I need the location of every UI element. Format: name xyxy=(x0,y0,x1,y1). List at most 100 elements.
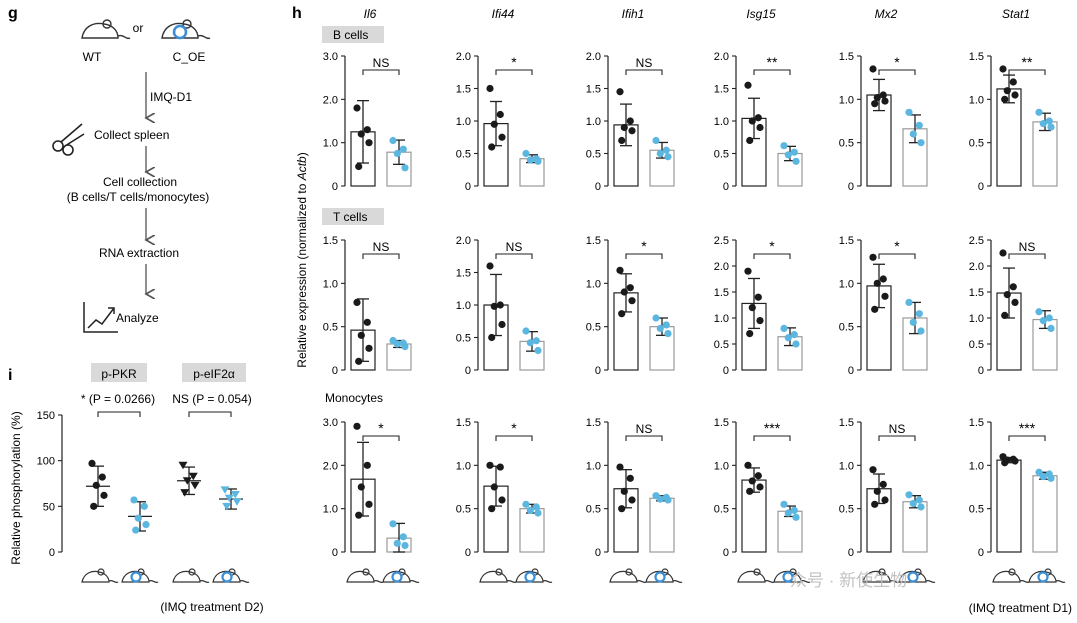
axis-wt-mouse-icon-4 xyxy=(862,568,900,584)
or-label: or xyxy=(133,21,144,35)
chart-b-cells-ifi44-sig-bracket xyxy=(495,69,533,75)
chart-t-cells-isg15-sig-label: * xyxy=(769,238,775,254)
gene-header-isg15: Isg15 xyxy=(746,7,776,21)
chart-t-cells-stat1-coe-point xyxy=(1047,324,1055,332)
chart-t-cells-isg15-coe-point xyxy=(784,334,792,342)
scissors-icon xyxy=(52,123,85,156)
chart-b-cells-il6-coe-point xyxy=(393,149,401,158)
chart-t-cells-ifi44-ytick-label: 0.5 xyxy=(456,333,471,345)
chart-t-cells-il6-coe-point xyxy=(393,340,401,348)
panel-i-coe-mouse-icon-0-body xyxy=(121,570,150,583)
chart-t-cells-isg15-ytick-label: 2.0 xyxy=(714,261,729,273)
chart-t-cells-ifih1: 0 0.5 1.0 1.5 * xyxy=(586,235,675,377)
chart-t-cells-stat1-wt-point xyxy=(999,249,1007,257)
panel-i-group-0-wt-point xyxy=(92,481,100,489)
chart-t-cells-ifi44-sig-bracket xyxy=(495,253,533,259)
chart-b-cells-ifih1-sig-bracket xyxy=(625,69,663,75)
chart-b-cells-isg15-wt-point xyxy=(748,117,756,125)
axis-coe-mouse-icon-5-tail xyxy=(1055,579,1066,584)
panel-h-footer: (IMQ treatment D1) xyxy=(969,601,1072,615)
chart-b-cells-isg15-coe-point xyxy=(780,142,788,150)
chart-b-cells-mx2-coe-point xyxy=(905,108,913,116)
chart-t-cells-isg15-ytick-label: 1.0 xyxy=(714,313,729,325)
chart-b-cells-mx2-ytick-label: 0.5 xyxy=(839,138,854,150)
chart-t-cells-mx2-ytick-label: 0 xyxy=(848,365,854,377)
chart-monocytes-il6-coe-point xyxy=(393,539,401,547)
chart-t-cells-ifih1-coe-point xyxy=(662,321,670,329)
chart-monocytes-il6-sig-bracket xyxy=(362,435,400,441)
axis-coe-mouse-icon-3-body xyxy=(773,570,802,583)
chart-monocytes-isg15-ytick-label: 1.0 xyxy=(714,460,729,472)
panel-i-group-1-label-bg xyxy=(182,363,246,382)
panel-i-wt-mouse-icon-1 xyxy=(172,568,210,584)
panel-i-group-0-coe-point xyxy=(132,526,140,534)
panel-i-ytick-label: 50 xyxy=(43,501,55,513)
panel-i-group-0-label: p-PKR xyxy=(101,367,137,381)
chart-monocytes-ifih1-ytick-label: 1.0 xyxy=(586,460,601,472)
gene-header-stat1: Stat1 xyxy=(1002,7,1030,21)
axis-wt-mouse-icon-2-tail xyxy=(636,579,647,584)
chart-monocytes-mx2-wt-point xyxy=(869,466,877,474)
chart-t-cells-ifi44-coe-point xyxy=(534,346,542,355)
chart-b-cells-stat1-sig-bracket xyxy=(1008,69,1046,75)
chart-t-cells-isg15-wt-point xyxy=(746,330,754,338)
analyze-chart-icon xyxy=(83,302,118,333)
chart-monocytes-il6-ytick-label: 1.0 xyxy=(323,504,338,516)
axis-wt-mouse-icon-4-body xyxy=(862,570,891,583)
chart-monocytes-il6-wt-point xyxy=(363,461,371,469)
panel-i-group-0-coe-point xyxy=(142,521,150,529)
chart-monocytes-il6-wt-point xyxy=(355,511,363,519)
chart-monocytes-ifi44-wt-point xyxy=(496,463,504,471)
chart-monocytes-mx2-coe-point xyxy=(905,491,913,499)
chart-monocytes-stat1-wt-point xyxy=(1001,459,1009,467)
chart-monocytes-mx2-coe-bar xyxy=(902,501,928,553)
chart-monocytes-isg15-coe-point xyxy=(790,506,798,514)
chart-b-cells-mx2: 0 0.5 1.0 1.5 * xyxy=(839,51,928,193)
chart-t-cells-ifi44-ytick-label: 1.0 xyxy=(456,300,471,312)
chart-monocytes-isg15-ytick-label: 1.5 xyxy=(714,417,729,429)
chart-monocytes-il6-coe-point xyxy=(401,541,409,550)
chart-b-cells-isg15-wt-point xyxy=(744,81,752,89)
axis-wt-mouse-icon-3-tail xyxy=(764,579,775,584)
chart-b-cells-ifi44-ytick-label: 2.0 xyxy=(456,51,471,63)
chart-b-cells-mx2-wt-point xyxy=(871,100,879,108)
chart-t-cells-stat1-wt-point xyxy=(1011,298,1019,306)
panel-i-group-0-stat: * (P = 0.0266) xyxy=(81,392,155,406)
chart-t-cells-mx2: 0 0.5 1.0 1.5 * xyxy=(839,235,928,377)
chart-b-cells-stat1-coe-point xyxy=(1035,108,1043,116)
chart-monocytes-ifih1-coe-point xyxy=(664,496,672,504)
chart-t-cells-mx2-coe-point xyxy=(915,310,923,318)
chart-monocytes-mx2-ytick-label: 0 xyxy=(848,547,854,559)
chart-b-cells-ifi44-ytick-label: 0.5 xyxy=(456,149,471,161)
axis-wt-mouse-icon-0-body xyxy=(346,570,375,583)
chart-monocytes-ifih1-coe-point xyxy=(656,495,664,503)
chart-t-cells-stat1-coe-point xyxy=(1035,308,1043,316)
chart-monocytes-stat1-coe-point xyxy=(1047,474,1055,482)
chart-b-cells-il6-ytick-label: 3.0 xyxy=(323,51,338,63)
chart-b-cells-isg15-sig-bracket xyxy=(753,69,791,75)
chart-b-cells-il6-coe-point xyxy=(401,164,409,172)
step-cell-types: (B cells/T cells/monocytes) xyxy=(67,190,209,204)
chart-t-cells-stat1-ytick-label: 0 xyxy=(978,365,984,377)
chart-monocytes-ifih1-coe-bar xyxy=(649,497,675,553)
chart-monocytes-ifi44-coe-point xyxy=(522,500,530,508)
chart-monocytes-ifi44-ytick-label: 1.5 xyxy=(456,417,471,429)
chart-monocytes-isg15: 0 0.5 1.0 1.5 *** xyxy=(714,417,803,559)
axis-coe-mouse-icon-2-ring xyxy=(654,571,666,583)
chart-b-cells-ifih1-wt-point xyxy=(618,136,626,145)
chart-b-cells-ifih1-coe-point xyxy=(662,146,670,154)
step-rna-extraction: RNA extraction xyxy=(99,246,179,260)
axis-coe-mouse-icon-4-body xyxy=(898,570,927,583)
axis-coe-mouse-icon-1-ring xyxy=(524,571,536,583)
chart-monocytes-stat1-wt-point xyxy=(1011,457,1019,465)
chart-t-cells-mx2-ytick-label: 1.0 xyxy=(839,278,854,290)
chart-t-cells-ifi44-wt-point xyxy=(498,320,506,329)
chart-monocytes-mx2-wt-point xyxy=(873,487,881,495)
chart-b-cells-mx2-wt-point xyxy=(869,65,877,73)
chart-monocytes-ifih1-ytick-label: 1.5 xyxy=(586,417,601,429)
axis-coe-mouse-icon-4 xyxy=(898,568,936,584)
chart-t-cells-ifi44-wt-point xyxy=(488,333,496,342)
chart-b-cells-ifi44-sig-label: * xyxy=(511,54,517,70)
chart-monocytes-mx2-sig-bracket xyxy=(878,435,916,441)
